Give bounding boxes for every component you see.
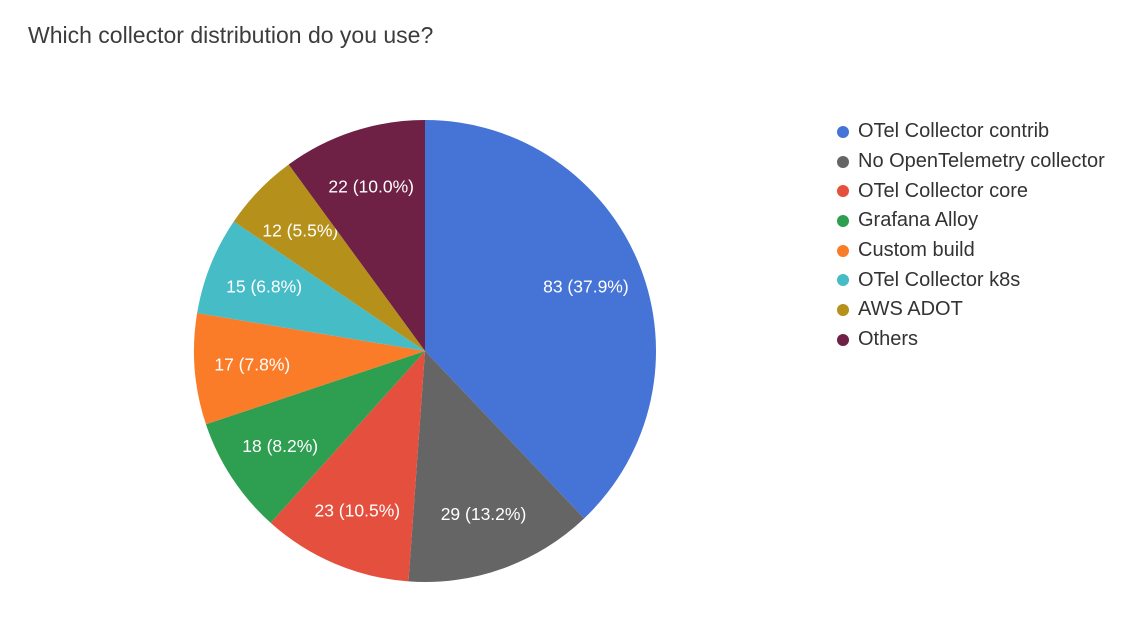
pie-slice-label-otel-collector-contrib: 83 (37.9%)	[543, 277, 629, 297]
legend-label: OTel Collector k8s	[858, 268, 1021, 291]
legend-swatch-icon	[837, 214, 849, 227]
pie-slice-label-aws-adot: 12 (5.5%)	[262, 221, 338, 241]
legend-label: Custom build	[858, 239, 975, 262]
legend-swatch-icon	[837, 244, 849, 257]
pie-slice-no-opentelemetry-collector[interactable]	[408, 351, 585, 583]
pie-slice-label-otel-collector-core: 23 (10.5%)	[314, 501, 400, 521]
pie-slice-others[interactable]	[288, 120, 425, 351]
legend-item-otel-collector-core[interactable]: OTel Collector core	[837, 176, 1105, 206]
legend-item-no-opentelemetry-collector[interactable]: No OpenTelemetry collector	[837, 147, 1105, 177]
page-title: Which collector distribution do you use?	[28, 22, 434, 48]
pie-slice-otel-collector-core[interactable]	[270, 351, 425, 582]
legend-label: Grafana Alloy	[858, 209, 979, 232]
pie-slice-custom-build[interactable]	[194, 313, 425, 425]
pie-slice-label-otel-collector-k8s: 15 (6.8%)	[226, 277, 302, 297]
legend-swatch-icon	[837, 333, 849, 346]
legend-label: No OpenTelemetry collector	[858, 150, 1105, 173]
legend-label: Others	[858, 328, 919, 351]
legend-swatch-icon	[837, 125, 849, 138]
pie-slice-label-custom-build: 17 (7.8%)	[214, 355, 290, 375]
pie-slice-otel-collector-contrib[interactable]	[425, 120, 656, 519]
legend-swatch-icon	[837, 303, 849, 316]
pie-slice-aws-adot[interactable]	[233, 164, 425, 351]
legend: OTel Collector contrib No OpenTelemetry c…	[837, 117, 1105, 355]
legend-swatch-icon	[837, 274, 849, 287]
pie-slice-otel-collector-k8s[interactable]	[197, 221, 425, 351]
legend-swatch-icon	[837, 185, 849, 198]
legend-item-others[interactable]: Others	[837, 325, 1105, 355]
legend-item-grafana-alloy[interactable]: Grafana Alloy	[837, 206, 1105, 236]
pie-slice-label-grafana-alloy: 18 (8.2%)	[242, 436, 318, 456]
pie-slice-label-no-opentelemetry-collector: 29 (13.2%)	[441, 504, 527, 524]
legend-item-custom-build[interactable]: Custom build	[837, 236, 1105, 266]
legend-label: OTel Collector core	[858, 179, 1029, 202]
pie-slice-label-others: 22 (10.0%)	[328, 176, 414, 196]
legend-label: AWS ADOT	[858, 298, 963, 321]
legend-item-aws-adot[interactable]: AWS ADOT	[837, 295, 1105, 325]
legend-item-otel-collector-contrib[interactable]: OTel Collector contrib	[837, 117, 1105, 147]
legend-swatch-icon	[837, 155, 849, 168]
pie-slice-grafana-alloy[interactable]	[205, 351, 425, 523]
legend-item-otel-collector-k8s[interactable]: OTel Collector k8s	[837, 265, 1105, 295]
legend-label: OTel Collector contrib	[858, 120, 1050, 143]
